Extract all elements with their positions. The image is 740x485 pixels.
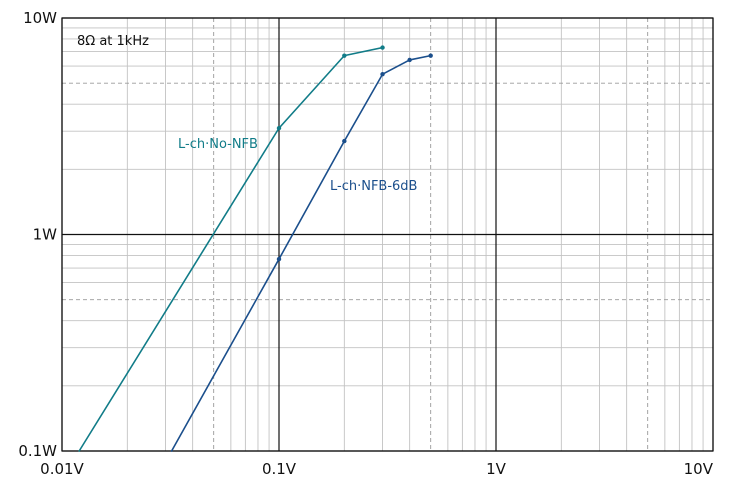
y-tick-label: 0.1W xyxy=(18,442,57,460)
series-line-nfb-6db xyxy=(170,54,432,452)
y-tick-label: 1W xyxy=(33,226,58,244)
series-marker-nfb-6db xyxy=(428,53,433,58)
label-layer: 0.01V 0.1V 1V 10V 0.1W 1W 10W xyxy=(18,9,713,478)
plot-frame xyxy=(61,17,714,452)
series-marker-nfb-6db xyxy=(407,57,412,63)
series-marker-no-nfb xyxy=(276,125,282,131)
x-tick-label: 10V xyxy=(684,460,714,478)
series-marker-no-nfb xyxy=(380,45,385,50)
series-marker-no-nfb xyxy=(342,53,347,58)
series-label-nfb-6db: L-ch·NFB-6dB xyxy=(330,179,417,194)
series-line-no-nfb xyxy=(78,46,384,452)
x-tick-label: 0.1V xyxy=(262,460,297,478)
x-tick-label: 0.01V xyxy=(40,460,84,478)
series-layer xyxy=(78,45,433,452)
y-tick-label: 10W xyxy=(23,9,57,27)
axis-layer xyxy=(61,17,714,452)
series-label-no-nfb: L-ch·No-NFB xyxy=(178,137,258,152)
annotation-label: 8Ω at 1kHz xyxy=(77,34,149,49)
series-marker-nfb-6db xyxy=(342,138,347,144)
series-marker-nfb-6db xyxy=(380,72,385,77)
x-tick-label: 1V xyxy=(486,460,507,478)
series-marker-nfb-6db xyxy=(276,256,282,262)
